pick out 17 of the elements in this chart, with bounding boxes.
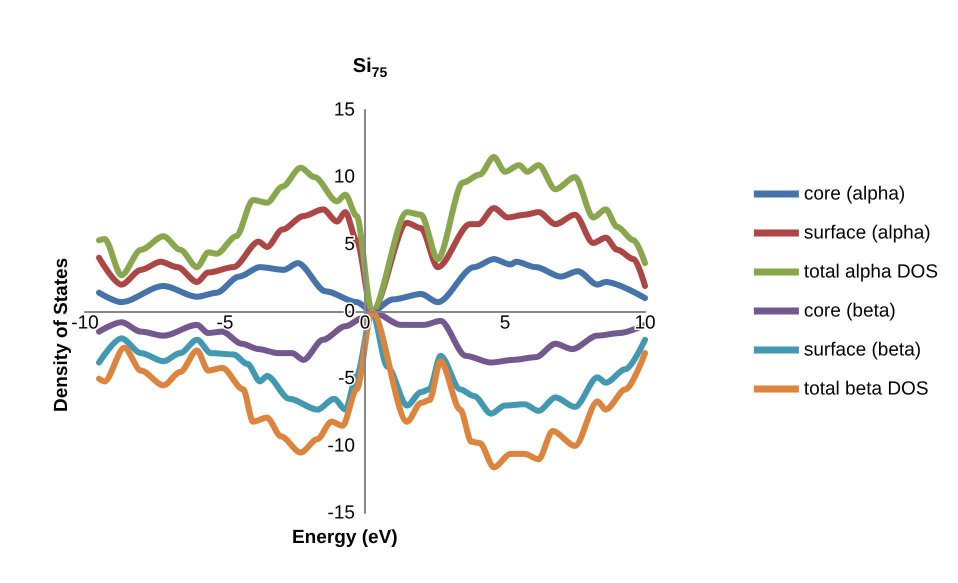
x-tick-label: -10 <box>71 312 99 334</box>
y-tick-label: -10 <box>328 435 355 456</box>
legend-label: surface (alpha) <box>804 222 931 244</box>
y-tick-label: 5 <box>344 234 355 255</box>
y-tick-label: 10 <box>334 166 355 188</box>
x-tick-label: 5 <box>500 312 510 334</box>
y-axis-title: Density of States <box>51 258 72 412</box>
legend-label: total alpha DOS <box>804 262 938 282</box>
x-axis-title: Energy (eV) <box>292 527 398 548</box>
x-tick-label: -5 <box>216 312 234 334</box>
y-tick-label: -15 <box>328 502 355 524</box>
y-tick-label: 15 <box>334 100 355 120</box>
x-tick-label: 0 <box>360 312 370 334</box>
legend-label: core (alpha) <box>804 184 906 204</box>
legend-label: core (beta) <box>804 300 896 322</box>
legend-label: total beta DOS <box>804 378 928 400</box>
legend-label: surface (beta) <box>804 340 922 360</box>
